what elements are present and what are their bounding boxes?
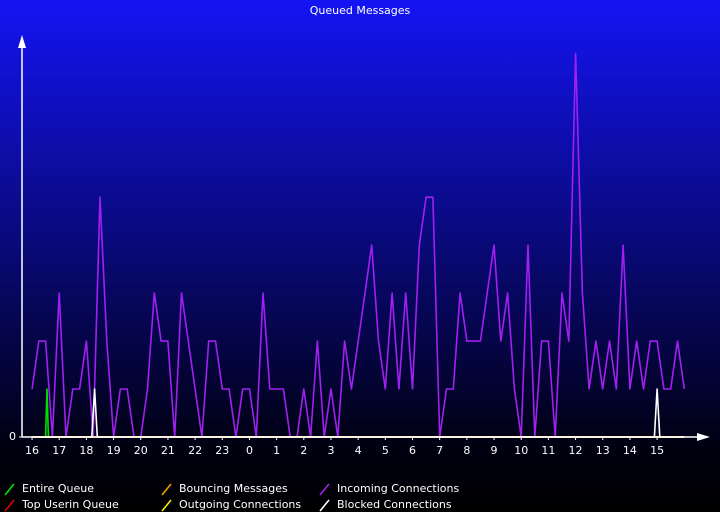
legend-swatch [4,499,15,512]
x-tick-label: 14 [623,444,637,457]
legend-label: Top Userin Queue [21,498,119,511]
x-tick-label: 23 [215,444,229,457]
x-tick-label: 6 [409,444,416,457]
x-tick-label: 2 [300,444,307,457]
x-tick-label: 8 [463,444,470,457]
legend-swatch [319,499,330,512]
series-line [44,388,50,438]
x-tick-label: 0 [246,444,253,457]
x-tick-label: 18 [79,444,93,457]
x-tick-label: 16 [25,444,39,457]
x-tick-label: 1 [273,444,280,457]
x-tick-label: 4 [355,444,362,457]
x-tick-label: 12 [569,444,583,457]
x-tick-label: 11 [541,444,555,457]
axes: 016 17 18 19 20 21 22 23 0 1 2 3 4 5 6 7 8 9 10 11 12 13 14 15 [9,35,710,457]
x-tick-label: 22 [188,444,202,457]
legend-label: Entire Queue [22,482,94,495]
chart-title: Queued Messages [310,4,411,17]
legend: Entire Queue Top Userin Queue Bouncing Mes… [4,482,459,512]
x-axis-arrow [697,433,710,441]
x-tick-label: 9 [491,444,498,457]
x-tick-label: 21 [161,444,175,457]
legend-swatch [319,483,330,496]
legend-label: Bouncing Messages [179,482,288,495]
legend-swatch [161,499,172,512]
x-tick-label: 13 [596,444,610,457]
y-axis-arrow [18,35,26,48]
legend-label: Outgoing Connections [179,498,301,511]
x-tick-label: 19 [107,444,121,457]
x-tick-label: 10 [514,444,528,457]
legend-swatch [4,483,15,496]
legend-swatch [161,483,172,496]
x-tick-label: 3 [327,444,334,457]
x-tick-label: 7 [436,444,443,457]
legend-label: Incoming Connections [337,482,459,495]
x-tick-label: 17 [52,444,66,457]
x-tick-label: 20 [134,444,148,457]
x-tick-label: 15 [650,444,664,457]
y-tick-label: 0 [9,430,16,443]
x-tick-label: 5 [382,444,389,457]
legend-label: Blocked Connections [337,498,452,511]
